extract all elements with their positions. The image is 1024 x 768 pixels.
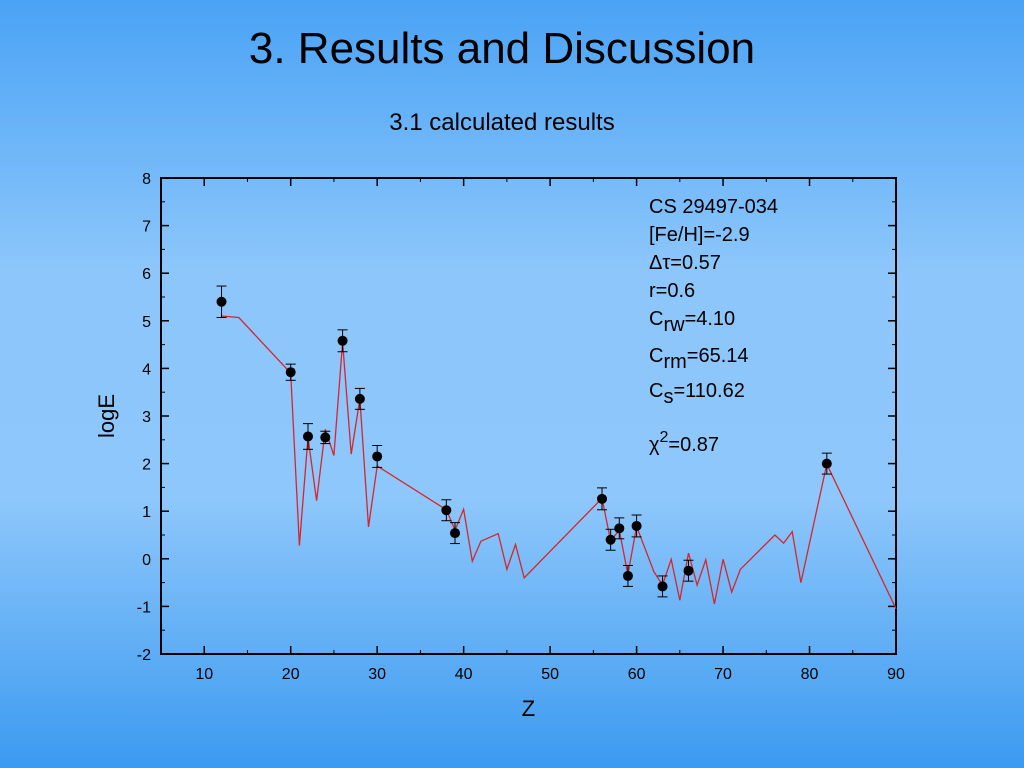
data-point	[320, 430, 331, 445]
star-name: CS 29497-034	[649, 196, 778, 218]
data-point	[657, 575, 668, 598]
point-marker	[303, 431, 313, 442]
chi-superscript: 2	[659, 429, 669, 446]
x-tick-label: 10	[195, 666, 213, 683]
y-tick-label: 4	[142, 361, 151, 378]
data-point	[605, 528, 616, 551]
crm-subscript: rm	[663, 351, 687, 373]
y-tick-label: 3	[142, 409, 151, 426]
cs-value: =110.62	[673, 380, 745, 402]
model-line	[221, 315, 897, 610]
data-point	[683, 559, 694, 582]
y-tick-label: -2	[137, 647, 151, 664]
point-marker	[216, 296, 227, 307]
point-marker	[614, 523, 625, 534]
data-point	[441, 499, 452, 522]
cs-label: Cs=110.62	[649, 381, 745, 407]
r-value-label: r=0.6	[649, 280, 696, 302]
point-marker	[657, 581, 668, 592]
chi-symbol: χ	[649, 434, 660, 456]
crw-subscript: rw	[663, 314, 685, 336]
chi-square-label: χ2=0.87	[649, 429, 720, 456]
y-tick-label: 7	[142, 219, 151, 236]
y-tick-label: -1	[137, 599, 151, 616]
crw-label: Crw=4.10	[649, 309, 735, 335]
y-tick-label: 0	[142, 552, 151, 569]
data-point	[622, 564, 633, 587]
x-tick-label: 70	[714, 666, 732, 683]
crm-label: Crm=65.14	[649, 346, 749, 372]
x-axis-label: Z	[522, 696, 535, 721]
data-point	[337, 329, 348, 353]
x-tick-label: 20	[282, 666, 300, 683]
crw-symbol: C	[649, 308, 664, 330]
data-point	[372, 445, 383, 468]
point-marker	[320, 432, 331, 443]
point-marker	[354, 393, 365, 404]
plot-frame	[160, 177, 897, 655]
x-tick-label: 90	[887, 666, 905, 683]
data-point	[631, 514, 642, 538]
y-tick-label: 6	[142, 266, 151, 283]
y-tick-label: 2	[142, 457, 151, 474]
cs-symbol: C	[649, 380, 664, 402]
crm-value: =65.14	[686, 345, 749, 367]
point-marker	[821, 458, 832, 469]
cs-subscript: s	[663, 386, 674, 408]
slide-subtitle: 3.1 calculated results	[389, 109, 615, 136]
crw-value: =4.10	[684, 308, 736, 330]
point-marker	[450, 528, 460, 539]
data-point	[450, 522, 460, 545]
data-point	[597, 487, 607, 511]
x-tick-label: 50	[541, 666, 559, 683]
point-marker	[622, 570, 633, 581]
crm-symbol: C	[649, 345, 664, 367]
x-tick-label: 40	[455, 666, 473, 683]
y-axis-label: logE	[94, 394, 119, 438]
point-marker	[285, 367, 296, 378]
y-tick-label: 5	[142, 314, 151, 331]
point-marker	[605, 534, 616, 545]
x-tick-label: 80	[801, 666, 819, 683]
x-tick-label: 30	[368, 666, 386, 683]
y-tick-label: 8	[142, 171, 151, 188]
slide-title: 3. Results and Discussion	[248, 24, 756, 73]
point-marker	[441, 505, 452, 516]
point-marker	[337, 335, 348, 346]
data-point	[303, 423, 313, 450]
point-marker	[683, 565, 694, 576]
metallicity-label: [Fe/H]=-2.9	[649, 224, 750, 246]
y-tick-label: 1	[142, 504, 151, 521]
point-marker	[372, 451, 383, 462]
point-marker	[597, 493, 607, 504]
data-point	[354, 387, 365, 410]
data-point	[821, 452, 832, 475]
point-marker	[631, 520, 642, 531]
data-point	[614, 517, 625, 540]
data-point	[285, 363, 296, 381]
delta-tau-label: Δτ=0.57	[649, 252, 721, 274]
data-point	[216, 285, 227, 318]
x-tick-label: 60	[628, 666, 646, 683]
chi-value: =0.87	[668, 434, 720, 456]
